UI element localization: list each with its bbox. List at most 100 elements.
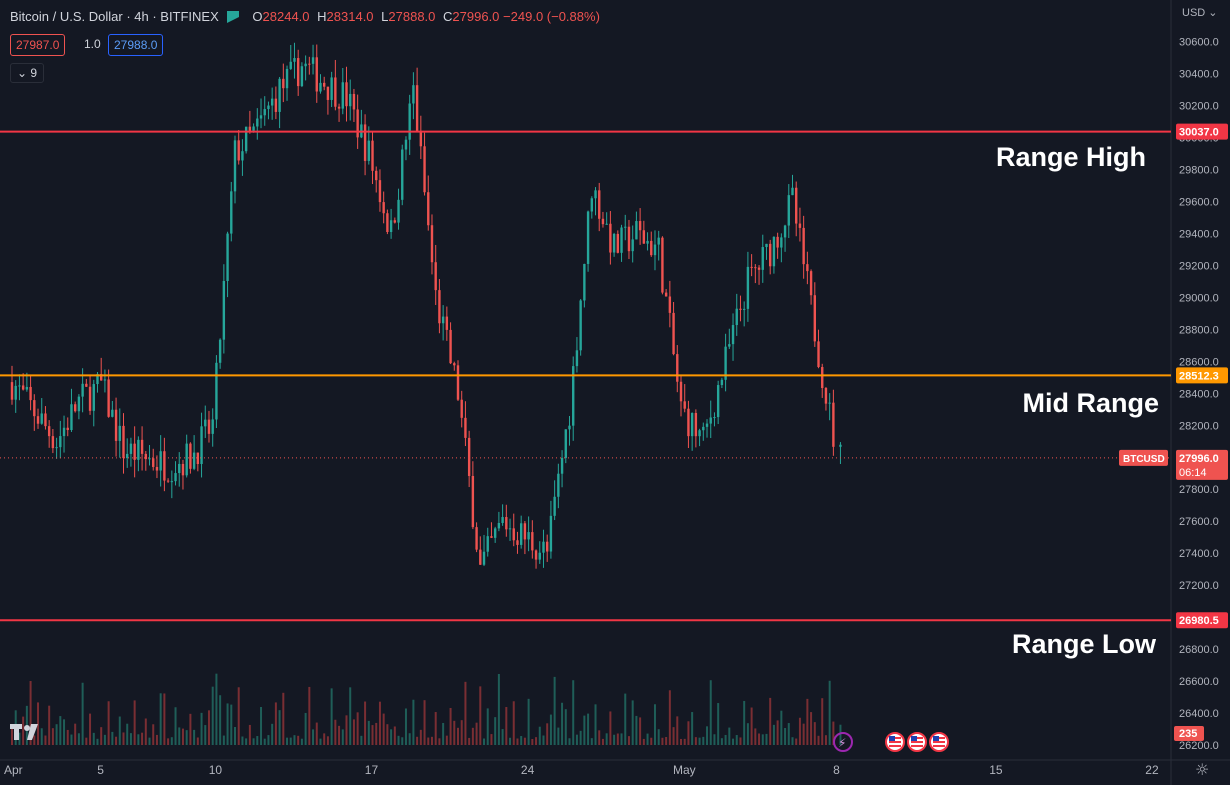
- candle-body: [319, 82, 322, 92]
- candle-body: [62, 427, 66, 437]
- level-price-tag: [1176, 367, 1228, 384]
- y-tick-label: 29600.0: [1179, 196, 1219, 208]
- gear-icon[interactable]: ☼: [1195, 760, 1209, 779]
- volume-bar: [122, 732, 125, 745]
- candle-body: [605, 223, 608, 225]
- y-tick-label: 26800.0: [1179, 644, 1219, 656]
- candle-body: [642, 230, 646, 244]
- candle-body: [166, 480, 170, 482]
- volume-bar: [81, 682, 84, 745]
- volume-bar: [505, 707, 508, 745]
- volume-bar: [468, 737, 471, 745]
- volume-bar: [367, 720, 370, 745]
- sell-button[interactable]: 27987.0: [10, 34, 66, 56]
- candle-body: [155, 466, 159, 471]
- volume-bar: [341, 729, 344, 745]
- indicators-count: 9: [30, 66, 38, 80]
- volume-bar: [412, 699, 415, 745]
- candle-body: [334, 77, 337, 107]
- candle-body: [378, 180, 382, 203]
- volume-bar: [698, 737, 701, 745]
- candle-body: [787, 195, 790, 226]
- volume-bar: [252, 738, 255, 745]
- volume-bar: [616, 733, 619, 745]
- candle-body: [479, 549, 482, 565]
- candle-body: [702, 426, 705, 431]
- volume-bar: [174, 707, 177, 745]
- candle-body: [363, 124, 367, 161]
- level-price-label: 28512.3: [1179, 370, 1219, 382]
- volume-bar: [434, 712, 437, 745]
- candle-body: [304, 63, 307, 67]
- candle-body: [735, 308, 738, 326]
- symbol-tag: [1119, 449, 1168, 466]
- candle-body: [594, 190, 597, 199]
- volume-bar: [639, 717, 642, 745]
- volume-bar: [609, 711, 612, 745]
- volume-bar: [245, 738, 248, 745]
- us-flag-icon: [889, 741, 901, 743]
- candle-body: [323, 82, 326, 87]
- volume-bar: [438, 738, 441, 745]
- candle-body: [427, 192, 430, 226]
- candle-body: [92, 384, 95, 411]
- volume-bar: [724, 734, 727, 745]
- currency-label[interactable]: USD ⌄: [1182, 7, 1218, 19]
- candle-body: [152, 458, 155, 467]
- volume-bar: [758, 733, 761, 745]
- candle-body: [445, 316, 449, 330]
- candle-body: [586, 211, 590, 264]
- candle-body: [716, 385, 720, 418]
- candle-body: [66, 427, 69, 431]
- x-tick-label: 15: [989, 763, 1003, 777]
- volume-bar: [442, 722, 445, 745]
- x-tick-label: Apr: [4, 763, 23, 777]
- volume-bar: [416, 736, 419, 745]
- flag-icon: [226, 11, 239, 23]
- volume-bar: [802, 723, 805, 745]
- candle-body: [256, 118, 259, 127]
- candle-body: [267, 105, 270, 110]
- candle-body: [371, 140, 374, 171]
- candle-body: [497, 522, 501, 529]
- candle-body: [806, 264, 809, 272]
- volume-bar: [271, 723, 274, 745]
- volume-bar: [338, 725, 341, 745]
- volume-bar: [33, 735, 36, 745]
- candle-body: [460, 399, 463, 418]
- tradingview-logo[interactable]: [10, 722, 46, 747]
- volume-bar: [304, 712, 307, 745]
- symbol-title[interactable]: Bitcoin / U.S. Dollar · 4h · BITFINEX: [10, 9, 219, 24]
- y-tick-label: 29400.0: [1179, 228, 1219, 240]
- candle-body: [289, 61, 292, 69]
- candle-body: [140, 439, 144, 454]
- candle-body: [501, 517, 504, 523]
- volume-bar: [572, 680, 575, 745]
- candle-body: [780, 237, 783, 248]
- volume-bar: [256, 736, 259, 745]
- candle-body: [601, 218, 605, 225]
- candle-body: [676, 354, 679, 382]
- candle-body: [170, 481, 174, 483]
- y-tick-label: 28400.0: [1179, 388, 1219, 400]
- volume-bar: [564, 709, 567, 745]
- volume-bar: [148, 737, 151, 745]
- candle-body: [638, 221, 642, 231]
- candle-body: [720, 379, 724, 386]
- candle-body: [118, 425, 121, 441]
- volume-bar: [430, 736, 433, 745]
- candle-body: [560, 457, 564, 474]
- candle-body: [88, 386, 92, 411]
- volume-bar: [77, 733, 80, 745]
- volume-bar: [579, 730, 582, 745]
- buy-button[interactable]: 27988.0: [108, 34, 164, 56]
- volume-bar: [222, 735, 225, 745]
- candle-body: [438, 290, 441, 324]
- level-price-tag: [1176, 123, 1228, 140]
- volume-bar: [798, 717, 801, 745]
- candle-body: [122, 425, 125, 459]
- candle-body: [664, 292, 668, 297]
- volume-bar: [613, 734, 616, 745]
- indicators-toggle[interactable]: ⌄ 9: [10, 63, 45, 83]
